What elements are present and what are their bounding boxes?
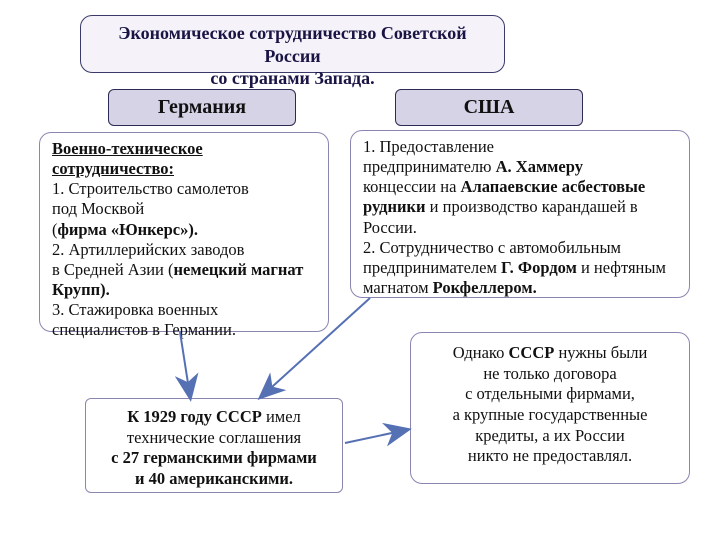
usa-content-box: 1. Предоставление предпринимателю А. Хам… (350, 130, 690, 298)
conclusion-box: Однако СССР нужны были не только договор… (410, 332, 690, 484)
concl-l5: кредиты, а их России (423, 426, 677, 447)
usa-p2a-bold: Г. Фордом (501, 258, 577, 277)
arrow-germany-to-summary (180, 332, 190, 396)
concl-l1b: СССР (509, 343, 555, 362)
title-line2: со странами Запада. (210, 68, 374, 88)
germany-label-box: Германия (108, 89, 296, 126)
usa-p1c: концессии на (363, 177, 461, 196)
summary-box: К 1929 году СССР имел технические соглаш… (85, 398, 343, 493)
title-box: Экономическое сотрудничество Советской Р… (80, 15, 505, 73)
concl-l1a: Однако (453, 343, 509, 362)
summary-t4: и 40 американскими. (135, 469, 293, 488)
title-line1: Экономическое сотрудничество Советской Р… (118, 23, 466, 66)
usa-p1a: 1. Предоставление (363, 137, 681, 157)
germany-item1c-bold: фирма «Юнкерс»). (58, 220, 198, 239)
concl-l6: никто не предоставлял. (423, 446, 677, 467)
summary-t3: с 27 германскими фирмами (111, 448, 317, 467)
concl-l3: с отдельными фирмами, (423, 384, 677, 405)
usa-p1b: предпринимателю (363, 157, 496, 176)
concl-l2: не только договора (423, 364, 677, 385)
usa-label: США (464, 96, 515, 118)
concl-l4: а крупные государственные (423, 405, 677, 426)
usa-p2b-bold: Рокфеллером. (433, 278, 537, 297)
usa-p1b-bold: А. Хаммеру (496, 157, 583, 176)
germany-item3b: специалистов в Германии. (52, 320, 318, 340)
summary-t2: технические соглашения (98, 428, 330, 449)
germany-item1a: 1. Строительство самолетов (52, 179, 318, 199)
summary-t1: имел (262, 407, 301, 426)
germany-heading: Военно-техническое сотрудничество: (52, 139, 203, 178)
summary-t1-bold: К 1929 году СССР (127, 407, 262, 426)
arrow-summary-to-conclusion (345, 430, 406, 443)
usa-label-box: США (395, 89, 583, 126)
germany-item2a: 2. Артиллерийских заводов (52, 240, 318, 260)
germany-item2b: в Средней Азии ( (52, 260, 174, 279)
germany-content-box: Военно-техническое сотрудничество: 1. Ст… (39, 132, 329, 332)
germany-item3a: 3. Стажировка военных (52, 300, 318, 320)
concl-l1c: нужны были (554, 343, 647, 362)
germany-item1b: под Москвой (52, 199, 318, 219)
germany-label: Германия (158, 96, 246, 118)
